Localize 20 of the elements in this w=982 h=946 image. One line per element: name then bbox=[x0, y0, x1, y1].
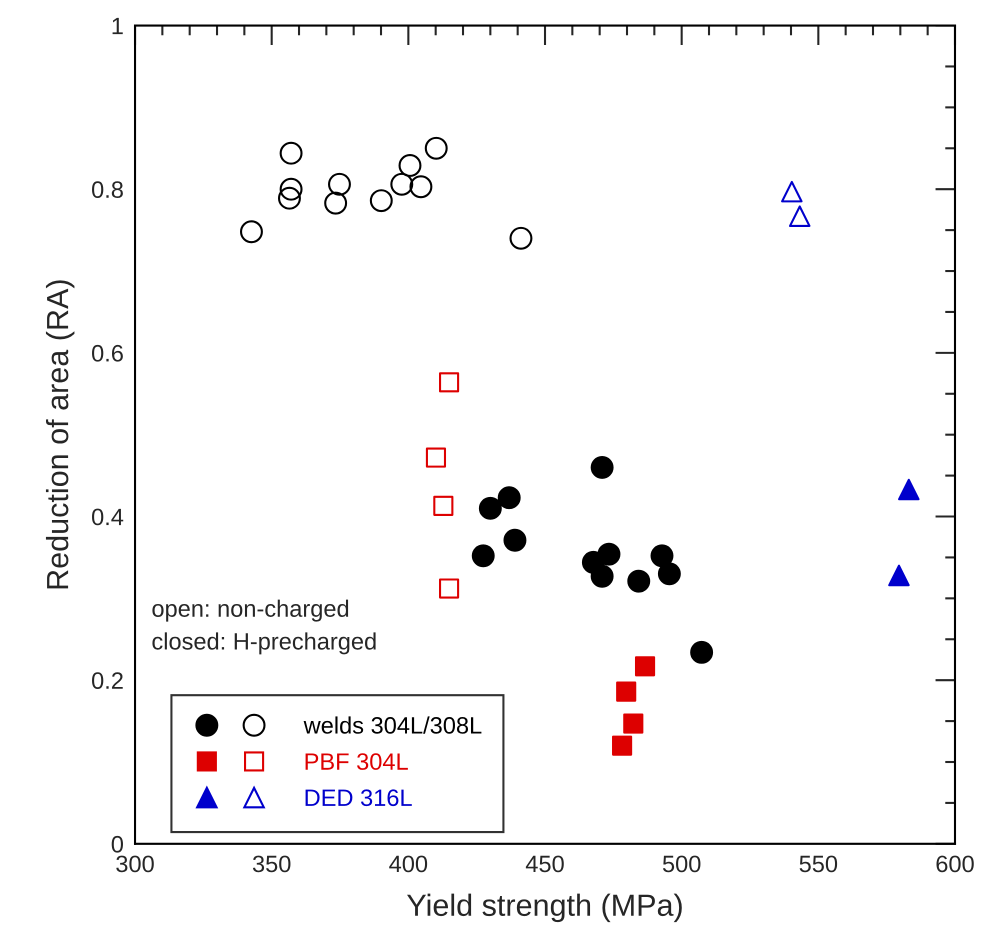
y-tick-label: 0.8 bbox=[92, 181, 123, 198]
y-tick-label: 1 bbox=[112, 18, 123, 34]
y-tick-label: 0 bbox=[112, 836, 123, 853]
x-tick-label: 350 bbox=[252, 856, 290, 872]
legend-label: welds 304L/308L bbox=[304, 716, 482, 734]
x-tick-label: 550 bbox=[800, 856, 838, 872]
y-tick-label: 0.2 bbox=[92, 672, 123, 689]
annotation: closed: H-precharged bbox=[152, 632, 376, 654]
y-axis-title: Reduction of area (RA) bbox=[46, 280, 74, 588]
x-tick-label: 600 bbox=[936, 856, 974, 872]
legend-label: DED 316L bbox=[306, 789, 412, 806]
y-tick-label: 0.6 bbox=[92, 344, 123, 362]
x-axis-title: Yield strength (MPa) bbox=[407, 894, 682, 922]
legend-label: PBF 304L bbox=[306, 753, 408, 770]
x-tick-label: 400 bbox=[389, 856, 428, 872]
x-tick-label: 450 bbox=[526, 856, 564, 872]
y-tick-label: 0.4 bbox=[92, 508, 124, 526]
annotation: open: non-charged bbox=[152, 600, 348, 622]
x-tick-label: 500 bbox=[662, 856, 700, 872]
x-tick-label: 300 bbox=[116, 856, 154, 872]
